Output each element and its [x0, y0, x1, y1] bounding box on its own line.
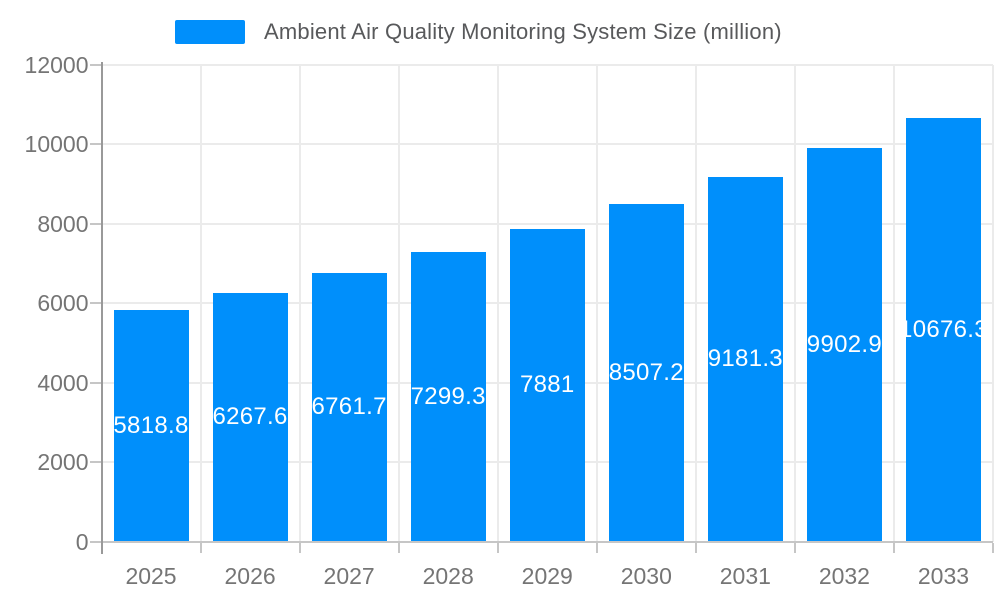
v-gridline: [496, 65, 499, 542]
bar-value-label: 6267.6: [212, 403, 288, 431]
x-axis-label: 2027: [323, 562, 375, 589]
x-axis-label: 2028: [422, 562, 474, 589]
y-axis-label: 2000: [37, 449, 89, 476]
y-axis-label: 12000: [24, 52, 89, 78]
bar[interactable]: 9902.9: [806, 148, 882, 542]
legend-label: Ambient Air Quality Monitoring System Si…: [264, 19, 782, 44]
y-axis-label: 10000: [24, 131, 89, 158]
bar[interactable]: 9181.3: [707, 176, 783, 542]
x-axis-line: [89, 540, 993, 543]
h-gridline: [101, 64, 993, 66]
bar[interactable]: 6267.6: [212, 292, 288, 542]
bar-value-label: 6761.7: [311, 393, 387, 421]
bar-value-label: 5818.8: [113, 411, 189, 439]
y-axis-tick: [89, 302, 102, 305]
v-gridline: [397, 65, 400, 542]
bar[interactable]: 7299.3: [410, 251, 486, 542]
x-axis-label: 2029: [521, 562, 573, 589]
y-axis-tick: [89, 381, 102, 384]
x-axis-tick: [298, 542, 301, 553]
v-gridline: [992, 65, 994, 542]
v-gridline: [694, 65, 697, 542]
bar[interactable]: 6761.7: [311, 273, 387, 542]
bar[interactable]: 5818.8: [113, 310, 189, 542]
v-gridline: [595, 65, 598, 542]
x-axis-label: 2032: [818, 562, 870, 589]
x-axis-label: 2031: [719, 562, 771, 589]
x-axis-tick: [793, 542, 796, 553]
y-axis-label: 6000: [37, 290, 89, 317]
bar[interactable]: 7881: [509, 228, 585, 542]
y-axis-label: 8000: [37, 210, 89, 237]
x-axis-tick: [397, 542, 400, 553]
y-axis-tick: [89, 222, 102, 225]
bar[interactable]: 8507.2: [608, 203, 684, 542]
x-axis-tick: [892, 542, 895, 553]
x-axis-label: 2033: [917, 562, 970, 589]
y-axis-label: 0: [75, 528, 89, 555]
legend-swatch: [175, 20, 245, 44]
x-axis-tick: [199, 542, 202, 553]
v-gridline: [298, 65, 301, 542]
x-axis-tick: [694, 542, 697, 553]
h-gridline: [101, 143, 993, 146]
bar[interactable]: 10676.3: [905, 117, 981, 542]
x-axis-label: 2026: [224, 562, 276, 589]
y-axis-tick: [89, 461, 102, 464]
x-axis-tick: [595, 542, 598, 553]
x-axis-tick: [992, 542, 994, 553]
x-axis-label: 2025: [125, 562, 177, 589]
bar-value-label: 9181.3: [707, 345, 783, 373]
h-gridline: [101, 222, 993, 225]
bar-value-label: 8507.2: [608, 358, 684, 386]
v-gridline: [793, 65, 796, 542]
y-axis-label: 4000: [37, 369, 89, 396]
v-gridline: [892, 65, 895, 542]
y-axis-line: [100, 62, 103, 554]
v-gridline: [199, 65, 202, 542]
x-axis-label: 2030: [620, 562, 672, 589]
bar-value-label: 10676.3: [906, 315, 981, 343]
x-axis-tick: [496, 542, 499, 553]
y-axis-tick: [89, 143, 102, 146]
bar-value-label: 7299.3: [410, 382, 486, 410]
y-axis-tick: [89, 64, 102, 66]
bar-value-label: 9902.9: [806, 330, 882, 358]
bar-value-label: 7881: [519, 371, 575, 399]
chart-legend-item[interactable]: Ambient Air Quality Monitoring System Si…: [175, 19, 782, 45]
